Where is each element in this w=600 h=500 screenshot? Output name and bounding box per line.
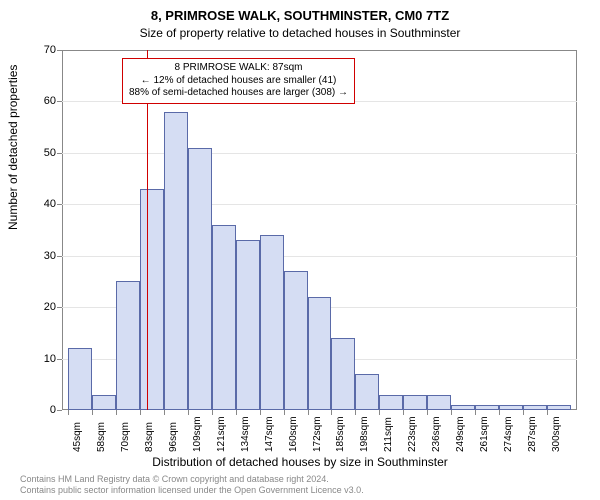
xtick-label: 70sqm (120, 422, 131, 452)
annotation-box: 8 PRIMROSE WALK: 87sqm← 12% of detached … (122, 58, 355, 104)
xtick (451, 410, 452, 415)
xtick (427, 410, 428, 415)
ytick-label: 30 (32, 250, 56, 262)
page-title: 8, PRIMROSE WALK, SOUTHMINSTER, CM0 7TZ (0, 8, 600, 23)
histogram-bar (140, 189, 164, 410)
x-axis-label: Distribution of detached houses by size … (0, 455, 600, 469)
xtick (523, 410, 524, 415)
xtick-label: 45sqm (72, 422, 83, 452)
annotation-line: 8 PRIMROSE WALK: 87sqm (129, 62, 348, 75)
xtick-label: 134sqm (240, 416, 251, 452)
xtick (379, 410, 380, 415)
histogram-bar (547, 405, 571, 410)
xtick-label: 249sqm (455, 416, 466, 452)
histogram-bar (331, 338, 355, 410)
xtick (284, 410, 285, 415)
histogram-bar (499, 405, 523, 410)
xtick-label: 172sqm (312, 416, 323, 452)
xtick-label: 274sqm (503, 416, 514, 452)
ytick (57, 307, 62, 308)
xtick (164, 410, 165, 415)
xtick-label: 236sqm (431, 416, 442, 452)
gridline (62, 153, 577, 154)
footer-attribution: Contains HM Land Registry data © Crown c… (20, 474, 364, 496)
xtick (68, 410, 69, 415)
histogram-bar (308, 297, 332, 410)
histogram-bar (284, 271, 308, 410)
xtick-label: 147sqm (264, 416, 275, 452)
y-axis-label: Number of detached properties (6, 65, 20, 230)
xtick (92, 410, 93, 415)
footer-line2: Contains public sector information licen… (20, 485, 364, 496)
histogram-bar (260, 235, 284, 410)
ytick (57, 101, 62, 102)
ytick (57, 359, 62, 360)
xtick (355, 410, 356, 415)
xtick (308, 410, 309, 415)
histogram-bar (379, 395, 403, 410)
histogram-bar (164, 112, 188, 410)
histogram-bar (236, 240, 260, 410)
ytick-label: 40 (32, 198, 56, 210)
xtick (260, 410, 261, 415)
xtick (547, 410, 548, 415)
histogram-bar (212, 225, 236, 410)
ytick-label: 0 (32, 404, 56, 416)
xtick (403, 410, 404, 415)
xtick-label: 300sqm (551, 416, 562, 452)
histogram-bar (92, 395, 116, 410)
xtick-label: 83sqm (144, 422, 155, 452)
xtick-label: 223sqm (407, 416, 418, 452)
histogram-bar (68, 348, 92, 410)
page-subtitle: Size of property relative to detached ho… (0, 26, 600, 40)
xtick-label: 160sqm (288, 416, 299, 452)
xtick (212, 410, 213, 415)
ytick (57, 204, 62, 205)
ytick-label: 20 (32, 301, 56, 313)
histogram-bar (427, 395, 451, 410)
xtick (188, 410, 189, 415)
xtick (499, 410, 500, 415)
plot-area: 01020304050607045sqm58sqm70sqm83sqm96sqm… (62, 50, 577, 410)
chart-container: 8, PRIMROSE WALK, SOUTHMINSTER, CM0 7TZ … (0, 0, 600, 500)
annotation-line: ← 12% of detached houses are smaller (41… (129, 75, 348, 88)
histogram-bar (523, 405, 547, 410)
xtick (236, 410, 237, 415)
xtick-label: 261sqm (479, 416, 490, 452)
xtick-label: 58sqm (96, 422, 107, 452)
histogram-bar (116, 281, 140, 410)
xtick-label: 287sqm (527, 416, 538, 452)
xtick-label: 121sqm (216, 416, 227, 452)
histogram-bar (188, 148, 212, 410)
histogram-bar (355, 374, 379, 410)
marker-line (147, 50, 148, 410)
ytick (57, 256, 62, 257)
ytick-label: 50 (32, 147, 56, 159)
xtick (140, 410, 141, 415)
ytick (57, 410, 62, 411)
footer-line1: Contains HM Land Registry data © Crown c… (20, 474, 364, 485)
xtick (331, 410, 332, 415)
xtick (475, 410, 476, 415)
ytick-label: 70 (32, 44, 56, 56)
xtick-label: 109sqm (192, 416, 203, 452)
ytick-label: 60 (32, 95, 56, 107)
annotation-line: 88% of semi-detached houses are larger (… (129, 87, 348, 100)
xtick-label: 96sqm (168, 422, 179, 452)
xtick-label: 185sqm (335, 416, 346, 452)
histogram-bar (475, 405, 499, 410)
histogram-bar (451, 405, 475, 410)
ytick (57, 153, 62, 154)
histogram-bar (403, 395, 427, 410)
ytick (57, 50, 62, 51)
ytick-label: 10 (32, 353, 56, 365)
xtick-label: 211sqm (383, 417, 394, 452)
xtick (116, 410, 117, 415)
xtick-label: 198sqm (359, 416, 370, 452)
